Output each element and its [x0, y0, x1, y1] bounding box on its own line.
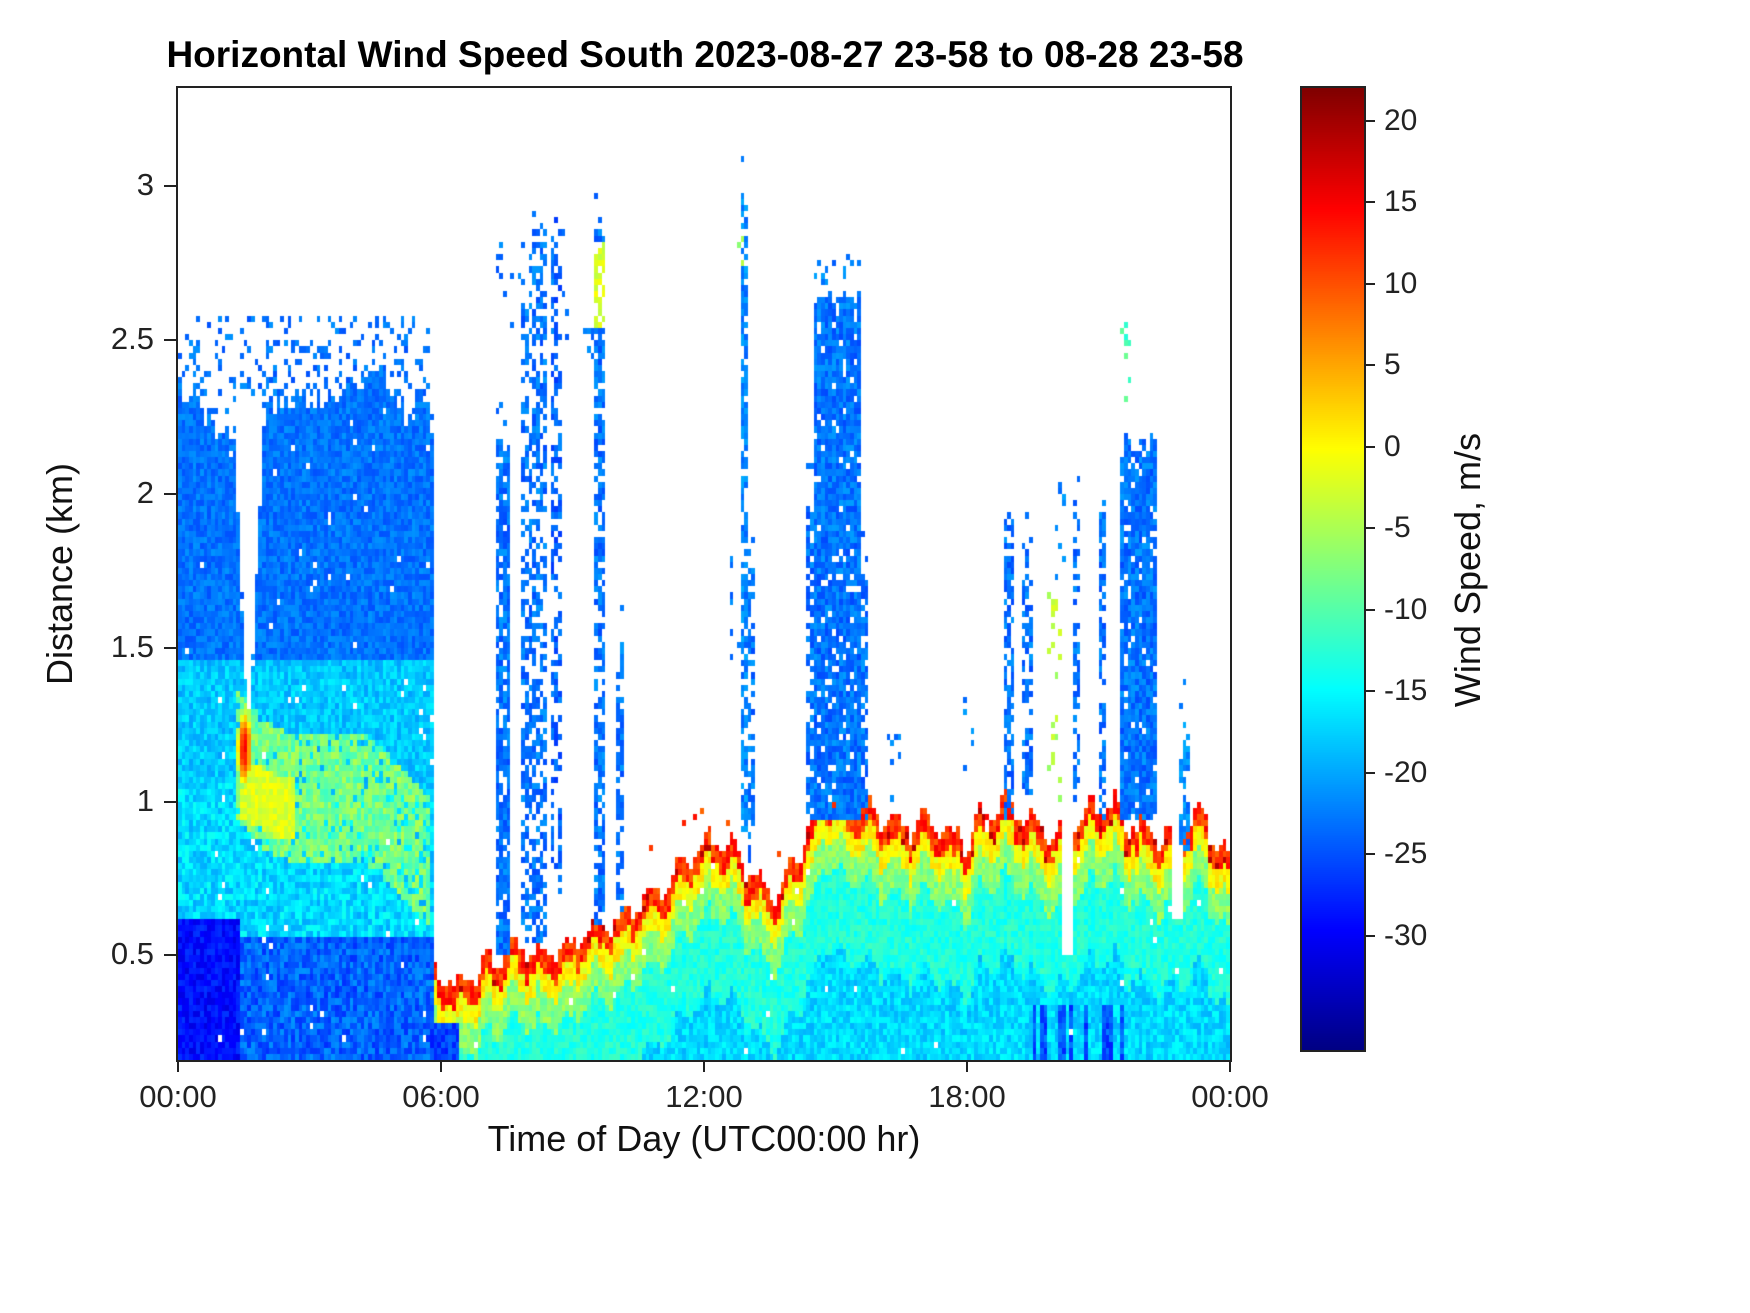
colorbar-tick-label: -30 — [1384, 918, 1428, 952]
colorbar-tick-label: 5 — [1384, 348, 1401, 382]
colorbar-tick-label: 15 — [1384, 185, 1418, 219]
y-tick-label: 2.5 — [110, 321, 154, 357]
y-tick-label: 2 — [136, 475, 154, 511]
colorbar-tick-label: 0 — [1384, 429, 1401, 463]
colorbar-tick-label: -10 — [1384, 592, 1428, 626]
chart-title: Horizontal Wind Speed South 2023-08-27 2… — [166, 34, 1244, 75]
colorbar-tick-mark — [1366, 690, 1375, 693]
y-tick-mark — [164, 493, 176, 496]
y-tick-label: 0.5 — [110, 936, 154, 972]
y-tick-mark — [164, 954, 176, 957]
colorbar-tick-mark — [1366, 282, 1375, 285]
heatmap-canvas — [178, 88, 1230, 1060]
y-tick-label: 1 — [136, 782, 154, 818]
colorbar-tick-mark — [1366, 119, 1375, 122]
x-tick-mark — [1229, 1060, 1231, 1072]
colorbar-tick-mark — [1366, 527, 1375, 530]
colorbar-tick-label: 10 — [1384, 266, 1418, 300]
colorbar-tick-mark — [1366, 934, 1375, 937]
colorbar-tick-mark — [1366, 364, 1375, 367]
x-tick-label: 06:00 — [402, 1079, 480, 1114]
colorbar-tick-mark — [1366, 201, 1375, 204]
x-tick-label: 18:00 — [928, 1079, 1006, 1114]
colorbar-tick-label: -5 — [1384, 511, 1411, 545]
y-tick-mark — [164, 646, 176, 649]
x-tick-mark — [703, 1060, 705, 1072]
colorbar-tick-mark — [1366, 445, 1375, 448]
y-tick-mark — [164, 185, 176, 188]
colorbar-tick-mark — [1366, 771, 1375, 774]
colorbar-tick-label: -15 — [1384, 674, 1428, 708]
colorbar-label: Wind Speed, m/s — [1447, 432, 1488, 708]
colorbar — [1300, 86, 1366, 1052]
colorbar-tick-label: -20 — [1384, 755, 1428, 789]
y-tick-mark — [164, 339, 176, 342]
y-tick-label: 3 — [136, 167, 154, 203]
colorbar-gradient — [1302, 88, 1364, 1050]
x-tick-label: 12:00 — [665, 1079, 743, 1114]
x-axis-label: Time of Day (UTC00:00 hr) — [487, 1118, 921, 1159]
y-tick-label: 1.5 — [110, 628, 154, 664]
colorbar-tick-mark — [1366, 853, 1375, 856]
colorbar-tick-label: -25 — [1384, 837, 1428, 871]
x-tick-label: 00:00 — [139, 1079, 217, 1114]
x-tick-mark — [177, 1060, 179, 1072]
y-tick-mark — [164, 800, 176, 803]
colorbar-tick-mark — [1366, 608, 1375, 611]
plot-area — [176, 86, 1232, 1062]
x-tick-mark — [440, 1060, 442, 1072]
colorbar-tick-label: 20 — [1384, 103, 1418, 137]
x-tick-label: 00:00 — [1191, 1079, 1269, 1114]
x-tick-mark — [966, 1060, 968, 1072]
